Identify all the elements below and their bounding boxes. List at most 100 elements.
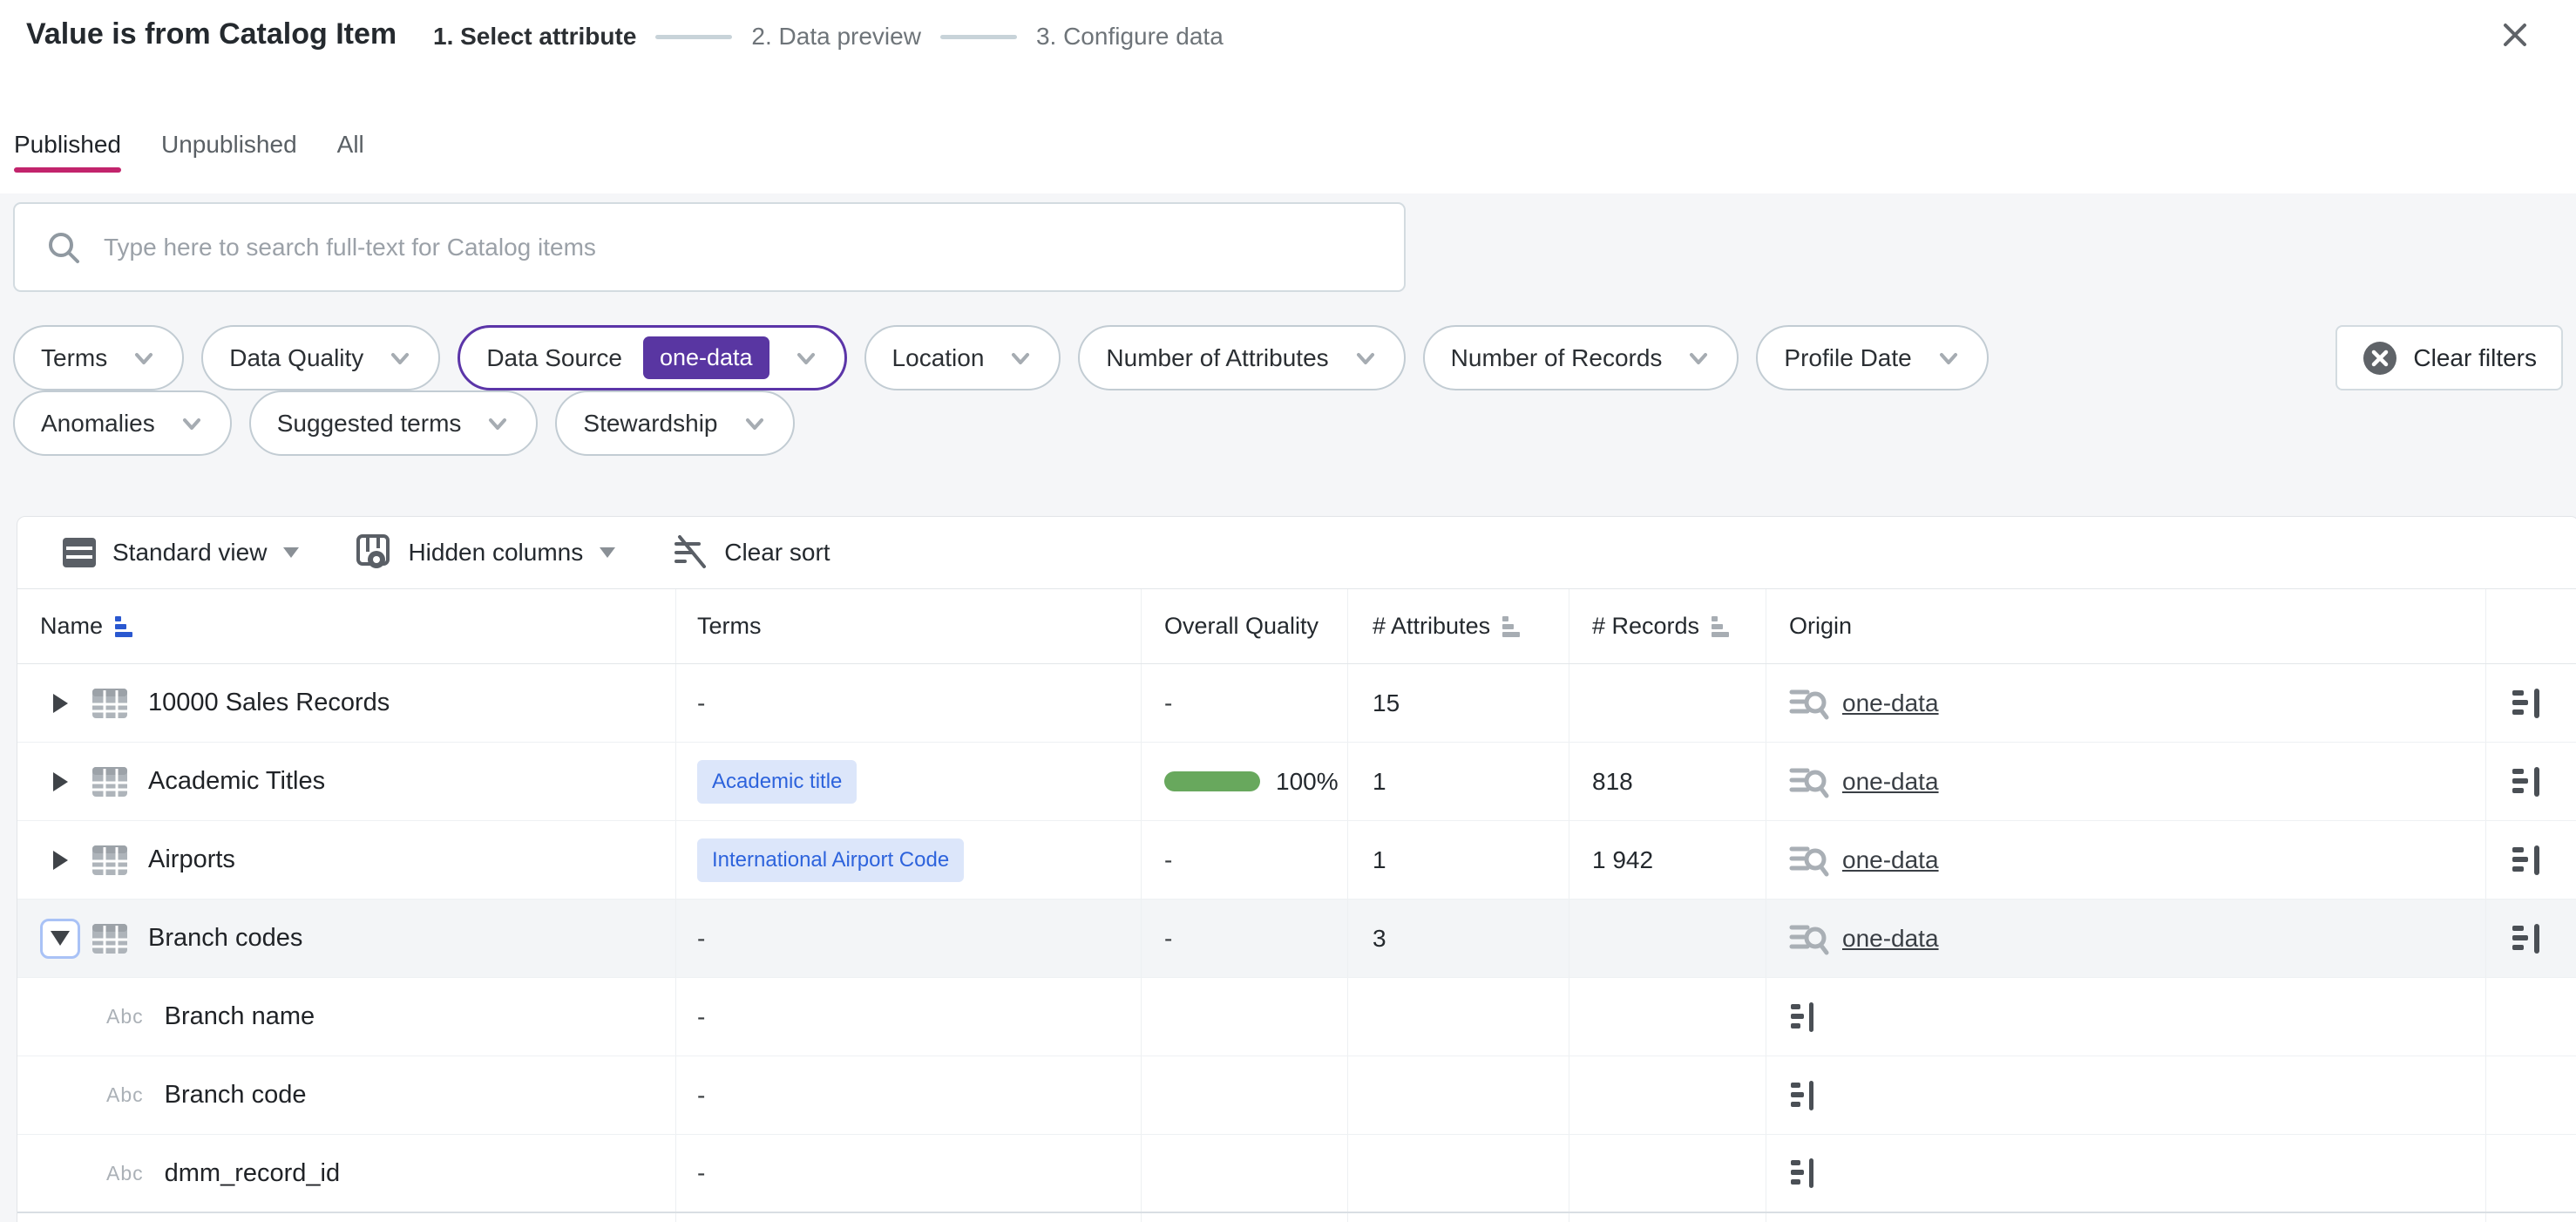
catalog-item-icon [91,687,129,720]
dropdown-arrow-icon [283,547,300,558]
step-select-attribute: 1. Select attribute [433,23,637,50]
item-name[interactable]: 10000 Sales Records [148,689,390,716]
row-details-icon[interactable] [1789,1001,1822,1034]
filter-stewardship[interactable]: Stewardship [555,390,795,456]
chevron-down-icon [1008,346,1033,370]
filter-location[interactable]: Location [864,325,1061,390]
attribute-row[interactable]: Abc Branch code - [17,1056,2576,1135]
table-row[interactable]: 10000 Sales Records - - 15 one-data [17,664,2576,743]
sort-ascending-icon[interactable] [115,614,136,639]
filter-data-quality[interactable]: Data Quality [201,325,441,390]
clear-sort-button[interactable]: Clear sort [671,535,830,570]
hidden-columns-selector[interactable]: Hidden columns [355,534,616,571]
column-header-attributes[interactable]: # Attributes [1348,589,1569,663]
origin-link[interactable]: one-data [1842,924,1939,952]
expand-row-button[interactable] [40,762,80,802]
search-box[interactable] [13,202,1406,292]
item-name[interactable]: Branch codes [148,924,303,952]
term-badge[interactable]: Academic title [697,759,858,804]
table-row[interactable]: Academic Titles Academic title 100% 1 81… [17,743,2576,821]
table-row-expanded[interactable]: Branch codes - - 3 one-data [17,900,2576,978]
quality-percent: 100% [1276,767,1339,795]
column-header-name[interactable]: Name [17,589,676,663]
sort-icon[interactable] [1502,614,1523,639]
publication-tabs: Published Unpublished All [14,131,364,173]
item-name[interactable]: Academic Titles [148,767,326,795]
attribute-row[interactable]: Abc dmm_record_id - [17,1135,2576,1213]
row-details-icon[interactable] [1789,1079,1822,1112]
data-source-icon [1789,920,1829,957]
wizard-steps: 1. Select attribute 2. Data preview 3. C… [433,23,1224,51]
close-button[interactable] [2496,16,2534,54]
caret-down-icon [51,931,70,946]
text-type-icon: Abc [106,1083,144,1106]
filter-suggested-terms[interactable]: Suggested terms [248,390,539,456]
table-row[interactable]: Airports International Airport Code - 1 … [17,821,2576,900]
chevron-down-icon [1353,346,1378,370]
search-input[interactable] [104,233,1373,261]
filter-number-of-attributes[interactable]: Number of Attributes [1078,325,1406,390]
attribute-row[interactable]: Abc Branch name - [17,978,2576,1056]
row-details-icon[interactable] [2511,765,2547,798]
filter-number-of-records[interactable]: Number of Records [1422,325,1739,390]
terms-value: - [697,689,706,716]
attributes-count: 1 [1373,767,1386,795]
terms-value: - [697,1081,706,1109]
clear-sort-icon [671,535,709,570]
filter-row-2: Anomalies Suggested terms Stewardship [13,390,2576,456]
data-source-icon [1789,842,1829,879]
tab-all[interactable]: All [336,131,364,158]
collapse-row-button[interactable] [40,918,80,959]
column-header-overall-quality[interactable]: Overall Quality [1142,589,1348,663]
origin-link[interactable]: one-data [1842,767,1939,795]
filter-terms[interactable]: Terms [13,325,185,390]
terms-value: - [697,924,706,952]
filter-profile-date[interactable]: Profile Date [1756,325,1989,390]
catalog-item-icon [91,922,129,955]
row-details-icon[interactable] [2511,844,2547,877]
chevron-down-icon [1936,346,1961,370]
attributes-count: 1 [1373,845,1386,873]
page-title: Value is from Catalog Item [26,17,397,51]
tab-published[interactable]: Published [14,131,121,173]
item-name[interactable]: Airports [148,845,235,873]
row-details-icon[interactable] [2511,922,2547,955]
x-circle-icon [2362,340,2398,377]
clear-filters-button[interactable]: Clear filters [2335,325,2563,390]
column-header-origin[interactable]: Origin [1766,589,2486,663]
chevron-down-icon [794,346,818,370]
row-details-icon[interactable] [1789,1157,1822,1190]
hidden-columns-icon [355,534,393,571]
caret-right-icon [52,850,68,870]
attributes-count: 3 [1373,924,1386,952]
text-type-icon: Abc [106,1161,144,1185]
view-selector[interactable]: Standard view [61,536,300,569]
column-header-terms[interactable]: Terms [676,589,1142,663]
origin-link[interactable]: one-data [1842,845,1939,873]
caret-right-icon [52,693,68,713]
step-separator [655,34,733,39]
filter-data-source[interactable]: Data Source one-data [458,325,847,390]
expand-row-button[interactable] [40,840,80,880]
data-source-icon [1789,685,1829,722]
attribute-name[interactable]: dmm_record_id [164,1158,341,1187]
step-configure-data: 3. Configure data [1035,23,1224,50]
catalog-item-icon [91,765,129,798]
attribute-name[interactable]: Branch code [164,1081,307,1109]
row-details-icon[interactable] [2511,687,2547,720]
table-row [17,1213,2576,1222]
terms-value: - [697,1002,706,1030]
tab-unpublished[interactable]: Unpublished [160,131,297,158]
sort-icon[interactable] [1712,614,1732,639]
catalog-table-card: Standard view Hidden columns Clear sort … [17,516,2576,1222]
term-badge[interactable]: International Airport Code [697,838,965,882]
attribute-name[interactable]: Branch name [164,1002,315,1030]
step-separator [939,34,1017,39]
filter-value-badge: one-data [642,336,769,379]
origin-link[interactable]: one-data [1842,689,1939,716]
filter-anomalies[interactable]: Anomalies [13,390,232,456]
records-count: 1 942 [1592,845,1654,873]
expand-row-button[interactable] [40,683,80,723]
column-header-records[interactable]: # Records [1569,589,1766,663]
chevron-down-icon [180,411,204,436]
